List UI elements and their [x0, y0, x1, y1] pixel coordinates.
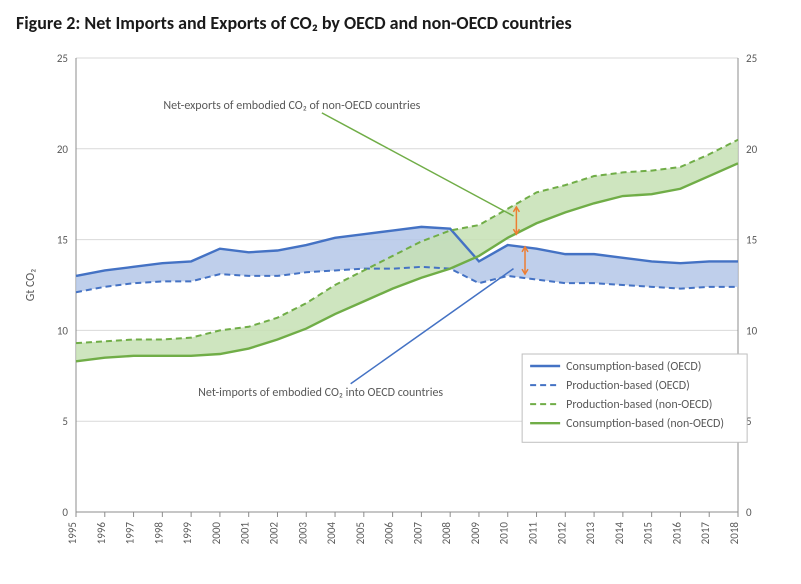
- x-tick-label: 2002: [267, 522, 280, 545]
- x-tick-label: 2005: [354, 522, 367, 544]
- x-tick-label: 2006: [383, 522, 396, 545]
- legend-label: Production-based (OECD): [566, 379, 690, 393]
- y-tick-right: 20: [746, 143, 758, 156]
- x-tick-label: 2009: [469, 522, 482, 545]
- y-axis-label: Gt CO₂: [24, 269, 38, 302]
- x-tick-label: 2015: [642, 522, 655, 544]
- figure-wrapper: Figure 2: Net Imports and Exports of CO₂…: [0, 0, 801, 584]
- x-tick-label: 2007: [411, 522, 424, 545]
- y-tick-left: 0: [62, 506, 68, 519]
- x-tick-label: 2013: [584, 522, 597, 545]
- x-tick-label: 2004: [325, 522, 338, 545]
- y-tick-left: 25: [57, 52, 68, 65]
- x-tick-label: 2012: [555, 522, 568, 545]
- x-tick-label: 1996: [95, 522, 108, 545]
- legend-label: Consumption-based (OECD): [566, 360, 701, 374]
- legend-label: Production-based (non-OECD): [566, 398, 712, 412]
- annotation-line: [322, 113, 514, 216]
- chart-area: 0055101015152020252519951996199719981999…: [16, 42, 786, 572]
- x-tick-label: 1998: [152, 522, 165, 545]
- annotation-non_oecd_exports_label: Net-exports of embodied CO₂ of non-OECD …: [163, 99, 420, 113]
- x-tick-label: 2016: [670, 522, 683, 545]
- x-tick-label: 2003: [296, 522, 309, 545]
- legend-label: Consumption-based (non-OECD): [566, 417, 724, 431]
- y-tick-left: 10: [57, 324, 69, 337]
- y-tick-left: 15: [57, 234, 68, 247]
- y-tick-left: 5: [62, 415, 68, 428]
- x-tick-label: 1997: [124, 522, 137, 545]
- x-tick-label: 2018: [728, 522, 741, 545]
- x-tick-label: 1999: [181, 522, 194, 545]
- x-tick-label: 1995: [66, 522, 79, 544]
- x-tick-label: 2008: [440, 522, 453, 545]
- y-tick-right: 15: [746, 234, 757, 247]
- x-tick-label: 2014: [613, 522, 626, 545]
- x-tick-label: 2011: [527, 522, 540, 545]
- x-tick-label: 2017: [699, 522, 712, 545]
- y-tick-right: 10: [746, 324, 758, 337]
- area-non_oecd_band: [76, 140, 738, 362]
- chart-svg: 0055101015152020252519951996199719981999…: [16, 42, 786, 572]
- y-tick-left: 20: [57, 143, 69, 156]
- figure-title: Figure 2: Net Imports and Exports of CO₂…: [16, 12, 785, 34]
- y-tick-right: 0: [746, 506, 752, 519]
- x-tick-label: 2001: [239, 522, 252, 545]
- annotation-oecd_imports_label: Net-imports of embodied CO₂ into OECD co…: [198, 386, 443, 400]
- x-tick-label: 2010: [498, 522, 511, 545]
- x-tick-label: 2000: [210, 522, 223, 545]
- y-tick-right: 25: [746, 52, 757, 65]
